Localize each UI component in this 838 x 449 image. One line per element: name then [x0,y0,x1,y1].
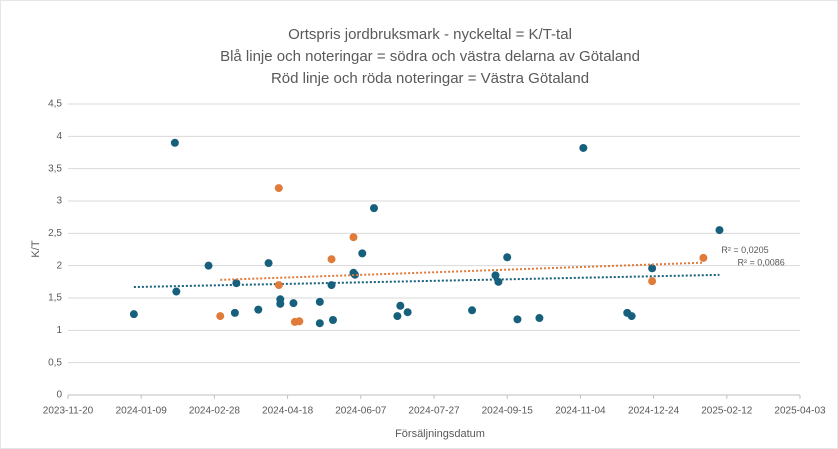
data-point [350,270,359,279]
data-point [648,277,657,286]
x-tick-label: 2023-11-20 [43,406,94,417]
x-tick-label: 2025-02-12 [701,406,753,417]
data-point [264,259,273,268]
y-tick-label: 2 [56,260,62,271]
data-point [503,253,512,262]
chart-title: Röd linje och röda noteringar = Västra G… [271,70,589,87]
data-point [579,143,588,152]
y-tick-label: 0 [56,390,62,401]
data-point [232,279,241,288]
x-tick-label: 2024-06-07 [335,406,387,417]
data-point [358,249,367,258]
data-point [315,297,324,306]
y-tick-label: 4 [56,131,62,142]
x-tick-label: 2024-02-28 [189,406,241,417]
y-tick-label: 3,5 [48,163,62,174]
y-tick-label: 4,5 [48,99,62,110]
data-point [715,226,724,235]
data-point [349,233,358,242]
data-point [230,308,239,317]
data-point [403,308,412,317]
data-point [327,255,336,264]
data-point [535,314,544,323]
chart-title: Ortspris jordbruksmark - nyckeltal = K/T… [288,26,572,43]
trendline-label: R² = 0,0205 [721,245,768,255]
data-point [396,301,405,310]
data-point [468,306,477,315]
data-point [274,281,283,290]
x-tick-label: 2025-04-03 [774,406,826,417]
data-point [393,312,402,321]
y-tick-label: 1 [56,325,62,336]
y-tick-label: 0,5 [48,357,62,368]
data-point [627,312,636,321]
data-point [289,299,298,308]
data-point [513,315,522,324]
data-point [129,310,138,319]
data-point [274,184,283,193]
data-point [491,271,500,280]
data-point [204,261,213,270]
x-tick-label: 2024-09-15 [482,406,534,417]
x-tick-label: 2024-12-24 [628,406,680,417]
data-point [216,312,225,321]
x-tick-label: 2024-04-18 [262,406,314,417]
y-tick-label: 2,5 [48,228,62,239]
y-axis-label: K/T [30,240,42,257]
data-point [327,281,336,290]
data-point [254,305,263,314]
y-tick-label: 1,5 [48,293,62,304]
chart-title: Blå linje och noteringar = södra och väs… [220,48,640,65]
x-tick-label: 2024-11-04 [555,406,606,417]
data-point [172,287,181,296]
data-point [276,299,285,308]
data-point [328,315,337,324]
data-point [315,319,324,328]
trendline [220,261,704,281]
trendline-label: R² = 0,0086 [737,257,784,267]
data-point [699,253,708,262]
x-tick-label: 2024-01-09 [116,406,168,417]
trendline [133,273,720,289]
y-tick-label: 3 [56,196,62,207]
x-axis-label: Försäljningsdatum [395,428,485,440]
data-point [494,277,503,286]
x-tick-label: 2024-07-27 [408,406,460,417]
data-point [170,138,179,147]
data-point [648,264,657,273]
data-point [295,317,304,326]
data-point [369,204,378,213]
